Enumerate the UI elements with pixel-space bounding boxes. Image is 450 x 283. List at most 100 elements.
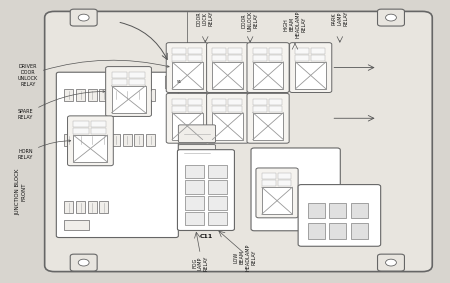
FancyBboxPatch shape <box>207 43 249 93</box>
Text: HIGH
BEAM
HEADLAMP
RELAY: HIGH BEAM HEADLAMP RELAY <box>284 10 306 38</box>
Bar <box>88 134 97 146</box>
Text: JUNCTION BLOCK
FRONT: JUNCTION BLOCK FRONT <box>15 169 26 215</box>
Bar <box>212 106 226 112</box>
Bar <box>329 223 346 239</box>
FancyBboxPatch shape <box>178 145 216 161</box>
Bar <box>64 89 73 101</box>
FancyBboxPatch shape <box>378 9 405 26</box>
Bar <box>311 55 325 61</box>
Bar <box>212 113 243 140</box>
Bar <box>188 106 202 112</box>
FancyBboxPatch shape <box>165 76 193 89</box>
Bar <box>112 72 127 78</box>
Bar <box>99 201 108 213</box>
FancyBboxPatch shape <box>207 93 249 143</box>
Bar <box>135 89 144 101</box>
Bar <box>99 134 108 146</box>
Bar <box>76 89 85 101</box>
Circle shape <box>78 259 89 266</box>
Bar <box>269 98 283 105</box>
Bar <box>307 203 324 218</box>
Bar <box>112 79 127 85</box>
Bar <box>111 134 120 146</box>
FancyBboxPatch shape <box>68 116 113 166</box>
Bar <box>253 48 266 54</box>
FancyBboxPatch shape <box>106 67 152 116</box>
Bar <box>88 201 97 213</box>
Bar <box>351 223 368 239</box>
Bar <box>212 98 226 105</box>
Bar <box>112 86 146 113</box>
Bar <box>73 128 89 134</box>
Bar <box>64 220 89 230</box>
Bar <box>307 223 324 239</box>
Bar <box>88 89 97 101</box>
FancyBboxPatch shape <box>251 148 340 231</box>
Bar <box>64 201 73 213</box>
Bar <box>208 196 227 210</box>
Bar <box>99 89 108 101</box>
FancyBboxPatch shape <box>247 93 289 143</box>
Bar <box>208 180 227 194</box>
Bar <box>135 134 144 146</box>
Bar <box>208 165 227 178</box>
Bar <box>208 212 227 226</box>
Bar <box>188 98 202 105</box>
FancyBboxPatch shape <box>256 168 298 218</box>
Bar <box>123 134 132 146</box>
Text: S1: S1 <box>176 80 182 84</box>
Text: FOG
LAMP
RELAY: FOG LAMP RELAY <box>192 256 209 271</box>
Text: SPARE
RELAY: SPARE RELAY <box>18 91 105 120</box>
Bar <box>129 79 144 85</box>
Bar <box>278 173 292 179</box>
Bar <box>262 173 275 179</box>
FancyBboxPatch shape <box>378 254 405 271</box>
Bar <box>64 134 73 146</box>
Bar <box>184 180 204 194</box>
FancyBboxPatch shape <box>178 125 216 143</box>
Bar <box>228 98 242 105</box>
Bar <box>184 212 204 226</box>
FancyBboxPatch shape <box>166 93 208 143</box>
Bar <box>278 180 292 186</box>
Bar <box>172 113 202 140</box>
Bar <box>172 62 202 89</box>
Bar <box>269 48 283 54</box>
Text: DOOR
UNLOCK
RELAY: DOOR UNLOCK RELAY <box>242 10 258 31</box>
Bar <box>188 55 202 61</box>
Bar <box>146 89 155 101</box>
Circle shape <box>386 259 396 266</box>
Bar <box>296 55 309 61</box>
FancyBboxPatch shape <box>166 43 208 93</box>
Bar <box>311 48 325 54</box>
Text: HORN
RELAY: HORN RELAY <box>18 140 71 160</box>
Circle shape <box>78 14 89 21</box>
Bar <box>262 180 275 186</box>
FancyBboxPatch shape <box>70 9 97 26</box>
Bar <box>188 48 202 54</box>
FancyBboxPatch shape <box>177 150 234 230</box>
Bar <box>184 165 204 178</box>
Bar <box>269 55 283 61</box>
Bar <box>172 106 186 112</box>
Bar <box>253 98 266 105</box>
FancyBboxPatch shape <box>247 43 289 93</box>
Text: DRIVER
DOOR
UNLOCK
RELAY: DRIVER DOOR UNLOCK RELAY <box>18 60 169 87</box>
Bar <box>76 134 85 146</box>
FancyBboxPatch shape <box>45 11 432 272</box>
Circle shape <box>386 14 396 21</box>
Bar <box>146 134 155 146</box>
Bar <box>269 106 283 112</box>
FancyBboxPatch shape <box>290 43 332 93</box>
Bar <box>172 48 186 54</box>
Text: LOW
BEAM
HEADLAMP
RELAY: LOW BEAM HEADLAMP RELAY <box>234 244 256 271</box>
Text: PARK
LAMP
RELAY: PARK LAMP RELAY <box>332 10 348 26</box>
Bar <box>111 89 120 101</box>
Bar <box>184 196 204 210</box>
Bar <box>253 113 284 140</box>
Bar <box>228 55 242 61</box>
FancyBboxPatch shape <box>56 72 178 237</box>
Bar <box>212 62 243 89</box>
FancyBboxPatch shape <box>70 254 97 271</box>
Bar <box>73 121 89 127</box>
